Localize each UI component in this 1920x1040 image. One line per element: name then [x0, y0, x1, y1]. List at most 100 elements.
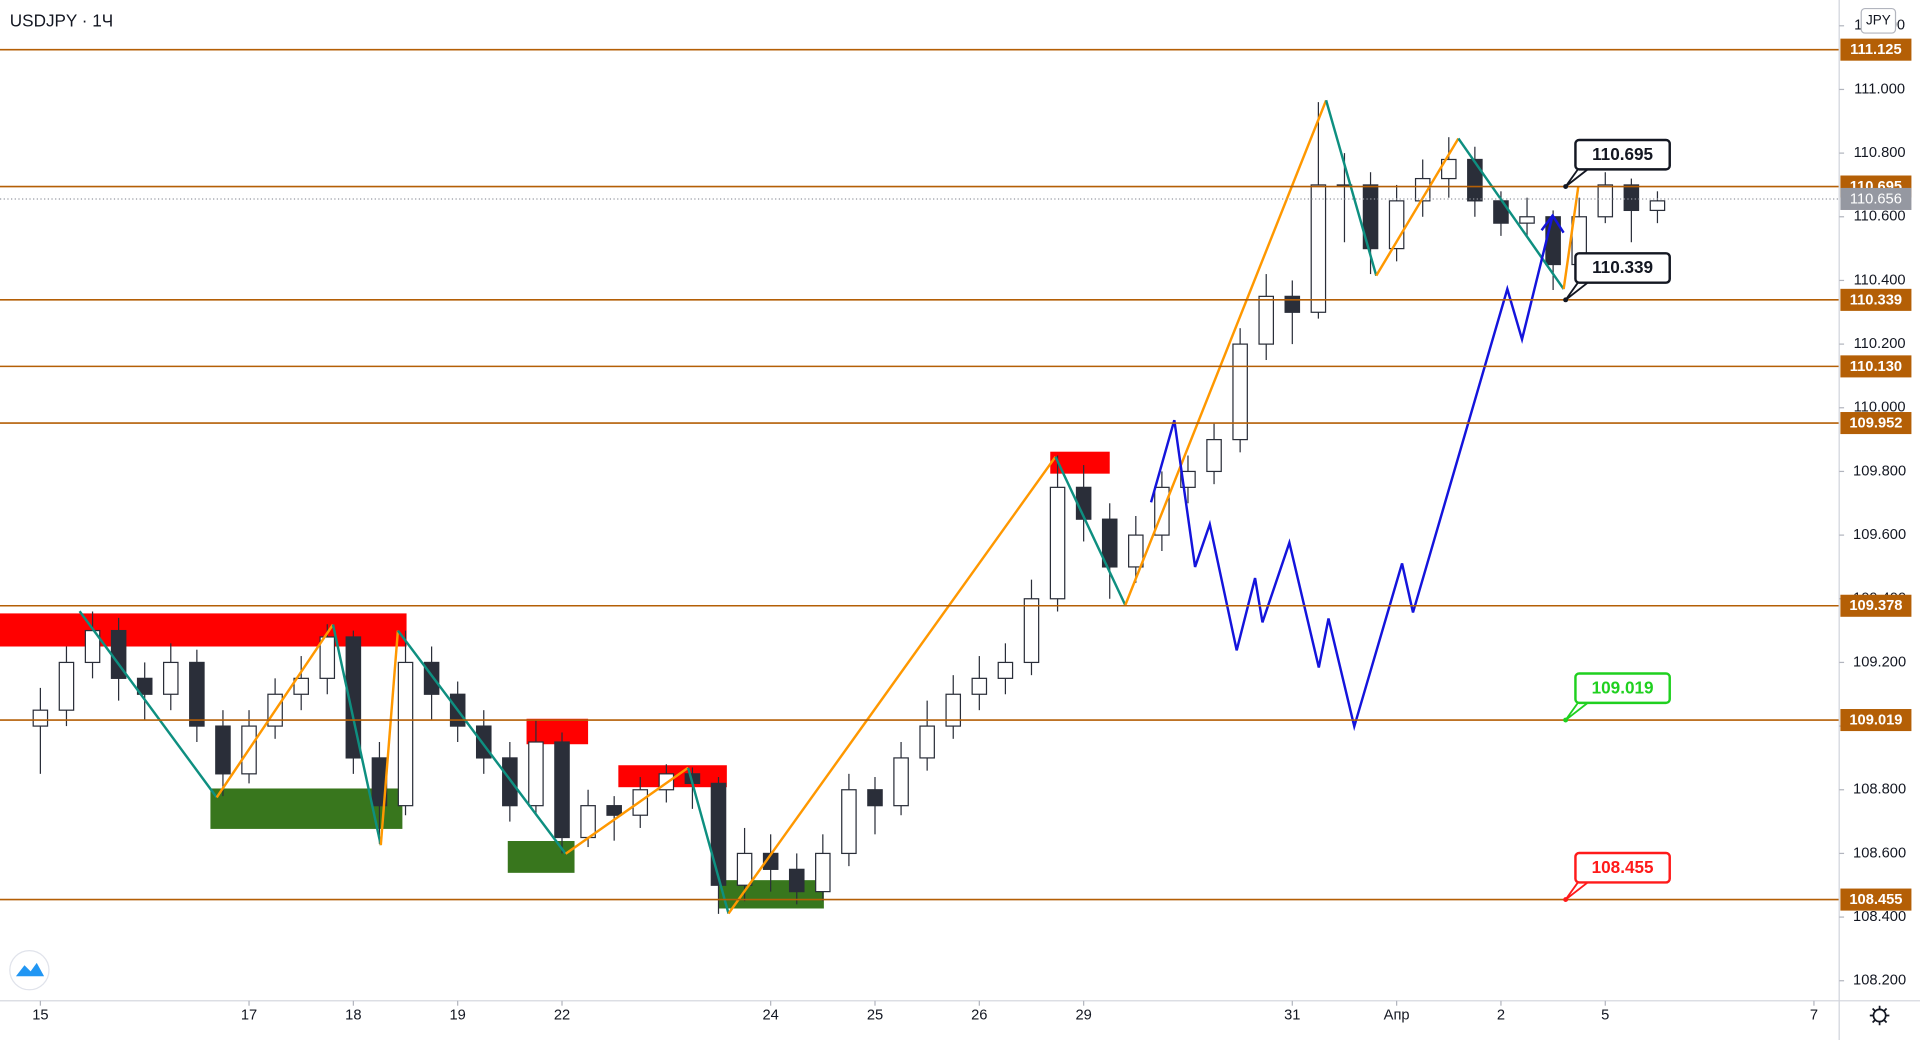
callout-anchor: [1563, 897, 1569, 903]
candle-body: [1441, 158, 1457, 180]
candle-body: [1128, 534, 1144, 568]
callout-label: 108.455: [1592, 857, 1654, 877]
gear-teeth[interactable]: [1869, 1005, 1890, 1026]
candle-body: [1493, 200, 1509, 224]
x-tick-label: 5: [1601, 1007, 1609, 1023]
current-price-label: 110.656: [1850, 191, 1902, 207]
candle-body: [1362, 184, 1379, 250]
candle-body: [528, 741, 544, 807]
level-label-bg: [1840, 888, 1912, 911]
x-tick-label: 22: [554, 1007, 570, 1023]
candle-body: [1049, 486, 1066, 600]
zigzag-segment: [564, 766, 689, 855]
x-tick-label: 26: [971, 1007, 987, 1023]
candle-body: [710, 782, 727, 886]
candle-body: [1232, 343, 1248, 441]
candle-body: [1649, 200, 1666, 212]
candle-body: [841, 789, 857, 855]
x-tick-label: 17: [241, 1007, 257, 1023]
level-label: 109.378: [1849, 598, 1902, 614]
zigzag-segment: [1324, 99, 1378, 277]
zigzag-segment: [396, 629, 567, 855]
logo[interactable]: [9, 949, 50, 991]
y-tick-label: 109.800: [1853, 463, 1906, 479]
callout-box: [1574, 851, 1671, 884]
candle-body: [1206, 438, 1222, 473]
axes: 108.200108.400108.600108.800109.000109.2…: [32, 18, 1912, 1023]
current-price-label-bg: [1840, 187, 1912, 210]
candle-body: [1623, 184, 1640, 212]
zigzag-segment: [379, 630, 400, 846]
candle-body: [1258, 295, 1275, 345]
zigzag-segment: [1124, 99, 1328, 606]
candle-body: [1284, 295, 1301, 313]
zone: [0, 613, 407, 647]
y-tick-label: 109.600: [1853, 527, 1906, 543]
candle-body: [736, 852, 753, 886]
candle-body: [1310, 184, 1327, 313]
zone: [1050, 451, 1110, 474]
candle-body: [580, 805, 596, 839]
y-tick-label: 108.800: [1853, 782, 1906, 798]
zigzag-segment: [215, 623, 335, 799]
callout-anchor: [1563, 717, 1569, 723]
candle-body: [788, 868, 805, 893]
level-label: 109.019: [1849, 713, 1902, 729]
candle-body: [867, 789, 883, 807]
currency-label: JPY: [1866, 12, 1891, 27]
callout-box: [1574, 672, 1671, 705]
level-label-bg: [1840, 355, 1912, 378]
level-label: 110.130: [1850, 359, 1902, 375]
candle-body: [1101, 518, 1118, 568]
level-label: 108.455: [1849, 892, 1902, 908]
zone: [507, 841, 575, 873]
callout-label: 110.339: [1592, 257, 1653, 277]
y-tick-label: 110.000: [1854, 400, 1906, 416]
candle-body: [162, 661, 179, 695]
candle-body: [397, 661, 414, 807]
y-tick-label: 108.200: [1853, 973, 1906, 989]
x-tick-label: Апр: [1384, 1007, 1410, 1023]
settings-icon[interactable]: [1869, 1005, 1890, 1026]
y-tick-label: 110.800: [1854, 145, 1906, 161]
x-tick-label: 24: [762, 1007, 778, 1023]
logo-circle[interactable]: [9, 949, 50, 991]
y-tick-label: 110.400: [1854, 272, 1906, 288]
level-label-bg: [1840, 288, 1912, 311]
y-tick-label: 108.400: [1853, 909, 1906, 925]
level-label-bg: [1840, 594, 1912, 617]
x-tick-label: 18: [345, 1007, 361, 1023]
candle-body: [319, 636, 336, 679]
zone: [526, 718, 589, 745]
candle-body: [345, 636, 362, 759]
y-tick-label: 110.200: [1854, 336, 1906, 352]
x-tick-label: 19: [450, 1007, 466, 1023]
candle-body: [1467, 158, 1483, 202]
callout-anchor: [1563, 184, 1569, 189]
candle-body: [189, 661, 205, 727]
candle-body: [1597, 184, 1614, 218]
currency-box[interactable]: [1860, 7, 1897, 34]
zigzag-segment: [1562, 186, 1580, 290]
projection-arrowhead: [1540, 213, 1565, 234]
x-tick-label: 31: [1284, 1007, 1300, 1023]
candle-body: [815, 852, 831, 893]
candle-body: [919, 725, 935, 759]
candle-body: [215, 725, 231, 775]
y-tick-label: 110.600: [1854, 209, 1906, 225]
x-tick-label: 2: [1497, 1007, 1505, 1023]
callout-anchor: [1563, 297, 1569, 303]
level-label-bg: [1840, 412, 1912, 435]
candle-body: [1519, 216, 1535, 224]
candle-body: [554, 741, 570, 839]
x-tick-label: 29: [1075, 1007, 1091, 1023]
candle-body: [606, 805, 622, 816]
candle-body: [893, 757, 909, 807]
candle-body: [32, 709, 49, 727]
logo-icon[interactable]: [15, 962, 45, 977]
zigzag-segment: [1457, 137, 1565, 290]
candle-body: [502, 757, 518, 807]
callout-label: 109.019: [1592, 677, 1654, 697]
callout-box: [1574, 138, 1671, 171]
